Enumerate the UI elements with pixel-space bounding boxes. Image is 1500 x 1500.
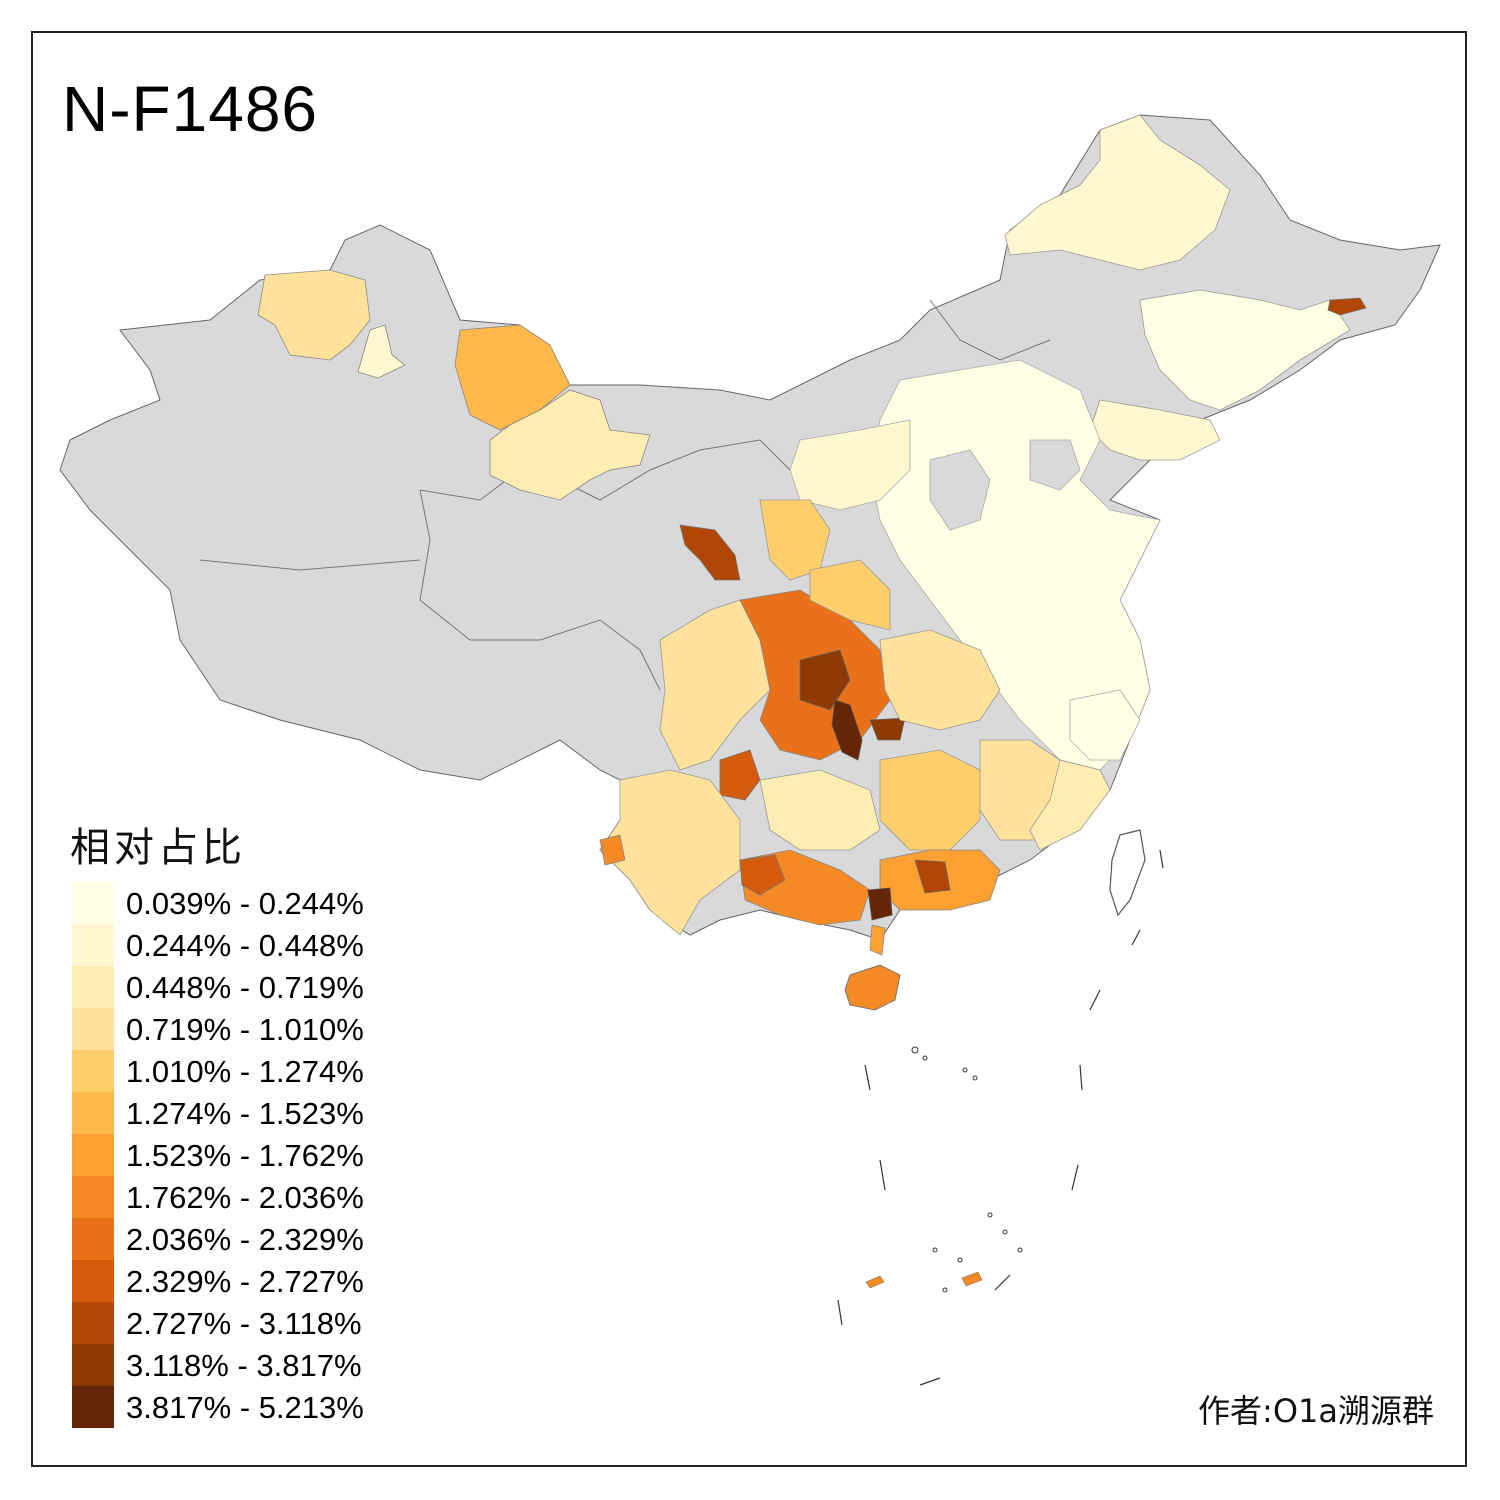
legend-swatch — [72, 1092, 114, 1134]
region-sichuan-west — [659, 599, 771, 771]
legend-label: 3.118% - 3.817% — [126, 1348, 362, 1383]
legend-swatch — [72, 1344, 114, 1386]
region-leizhou — [869, 924, 886, 956]
region-inner-mongolia-south — [789, 419, 911, 511]
china-base-region — [59, 114, 1441, 941]
legend-swatch — [72, 1260, 114, 1302]
region-island-orange-1 — [865, 1275, 885, 1289]
legend-swatch — [72, 1386, 114, 1428]
region-liangshan-hot — [719, 749, 761, 801]
legend-swatch — [72, 1302, 114, 1344]
legend-label: 2.727% - 3.118% — [126, 1306, 362, 1341]
region-zhejiang — [1069, 689, 1141, 761]
region-xj-small — [357, 324, 406, 379]
region-island-orange-2 — [961, 1271, 983, 1287]
region-jilin — [1139, 289, 1351, 411]
region-yulin-hottest — [867, 887, 893, 921]
legend-swatch — [72, 1008, 114, 1050]
region-shaanxi — [809, 559, 891, 631]
region-fujian — [1029, 759, 1111, 851]
region-chengdu-hot — [799, 649, 851, 711]
legend-label: 2.036% - 2.329% — [126, 1222, 364, 1257]
legend-swatch — [72, 966, 114, 1008]
region-taiwan — [1109, 829, 1146, 917]
legend-label: 1.523% - 1.762% — [126, 1138, 364, 1173]
legend-swatch — [72, 924, 114, 966]
legend-label: 3.817% - 5.213% — [126, 1390, 364, 1425]
region-ganan-hot — [679, 524, 741, 581]
legend-label: 0.244% - 0.448% — [126, 928, 364, 963]
author-credit: 作者:O1a溯源群 — [1198, 1392, 1434, 1430]
map-title: N-F1486 — [62, 73, 318, 145]
legend-label: 1.010% - 1.274% — [126, 1054, 364, 1089]
legend-label: 0.039% - 0.244% — [126, 886, 364, 921]
legend-swatch — [72, 1134, 114, 1176]
legend-title: 相对占比 — [70, 825, 246, 871]
region-heilongjiang — [1004, 114, 1231, 271]
region-baise-hot — [739, 854, 786, 896]
region-hubei — [879, 629, 1001, 731]
region-enshi-hot — [869, 717, 906, 741]
region-shandong-grey — [1029, 439, 1081, 491]
legend-label: 1.762% - 2.036% — [126, 1180, 364, 1215]
legend-swatch — [72, 1176, 114, 1218]
legend-swatch — [72, 1218, 114, 1260]
region-chongqing-hottest — [831, 699, 863, 761]
legend-label: 2.329% - 2.727% — [126, 1264, 364, 1299]
south-china-sea-lines — [837, 849, 1164, 1386]
legend-swatch — [72, 882, 114, 924]
region-xj-north — [257, 269, 371, 361]
region-xj-hami — [489, 389, 651, 501]
legend-label: 0.448% - 0.719% — [126, 970, 364, 1005]
legend-label: 0.719% - 1.010% — [126, 1012, 364, 1047]
legend-label: 1.274% - 1.523% — [126, 1096, 364, 1131]
region-qingyuan-hot — [914, 859, 951, 894]
region-hegang-hot — [1327, 297, 1367, 316]
region-hebei-west — [929, 449, 991, 531]
region-hainan — [844, 964, 901, 1011]
region-hunan — [879, 749, 981, 851]
south-china-sea-islands — [911, 1046, 1023, 1293]
region-dehong — [599, 834, 626, 866]
province-boundaries — [199, 299, 1051, 691]
region-guizhou — [759, 769, 881, 851]
legend-swatch — [72, 1050, 114, 1092]
